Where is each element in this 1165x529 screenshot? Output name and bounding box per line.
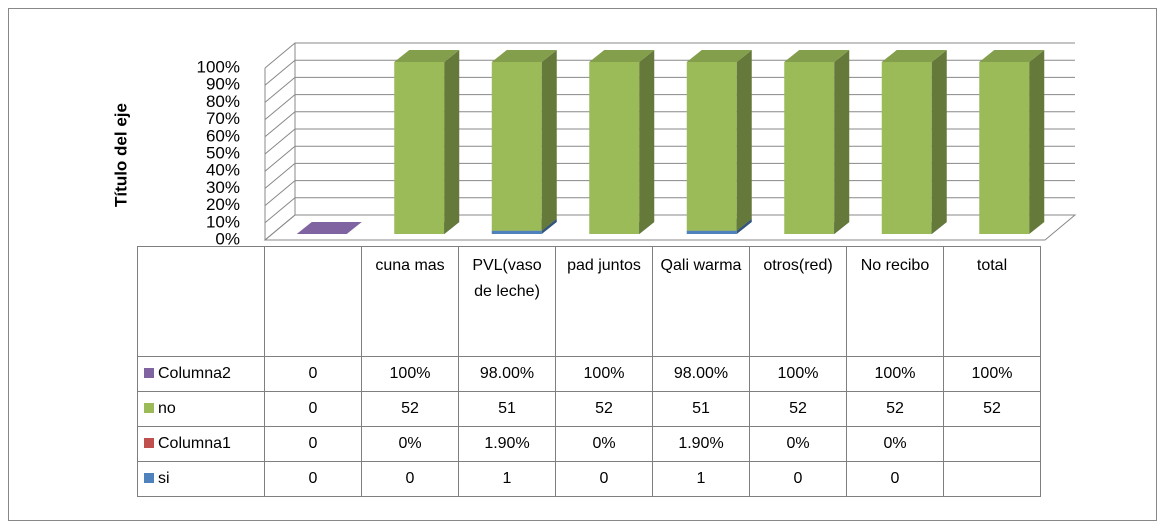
bar xyxy=(491,230,542,234)
table-cell: 1.90% xyxy=(458,426,556,462)
data-table: cuna mas PVL(vaso de leche) pad juntos Qali… xyxy=(137,246,1041,497)
bar-side xyxy=(834,50,850,234)
legend-cell: si xyxy=(137,461,265,497)
table-cell: 98.00% xyxy=(652,356,750,392)
bar-top xyxy=(589,50,655,62)
table-cell: 0% xyxy=(846,426,944,462)
bar xyxy=(881,62,932,234)
table-cell: 0% xyxy=(555,426,653,462)
y-axis-title: Título del eje xyxy=(111,103,130,207)
table-row: si 0 0 1 0 1 0 0 xyxy=(137,461,1041,497)
table-row: Columna2 0 100% 98.00% 100% 98.00% 100% 100% 100… xyxy=(137,356,1041,392)
bar-side xyxy=(541,218,557,234)
table-cell: 0 xyxy=(361,461,459,497)
table-row: Columna1 0 0% 1.90% 0% 1.90% 0% 0% xyxy=(137,426,1041,462)
table-cell: 0 xyxy=(749,461,847,497)
bar-side xyxy=(1029,50,1045,234)
table-header-row: cuna mas PVL(vaso de leche) pad juntos Qali… xyxy=(137,246,1041,357)
table-cell: 98.00% xyxy=(458,356,556,392)
table-cell: 0% xyxy=(361,426,459,462)
category-label: otros(red) xyxy=(749,246,847,357)
table-cell: 52 xyxy=(361,391,459,427)
bar-top xyxy=(491,50,557,62)
table-cell: 52 xyxy=(749,391,847,427)
bar-side xyxy=(541,50,557,231)
table-cell: 1 xyxy=(652,461,750,497)
legend-cell: no xyxy=(137,391,265,427)
y-tick-label: 0% xyxy=(215,229,240,248)
table-cell: 52 xyxy=(555,391,653,427)
bar xyxy=(686,230,737,234)
bar-top xyxy=(881,50,947,62)
category-label xyxy=(264,246,362,357)
bar xyxy=(784,62,835,234)
y-tick-label: 80% xyxy=(206,92,240,111)
legend-key xyxy=(144,368,154,378)
table-cell: 0 xyxy=(264,391,362,427)
table-cell: 0% xyxy=(749,426,847,462)
legend-label: Columna2 xyxy=(158,365,231,382)
table-cell xyxy=(943,426,1041,462)
bar-top xyxy=(686,50,752,62)
y-tick-label: 90% xyxy=(206,75,240,94)
bar-side xyxy=(736,218,752,234)
table-cell: 0 xyxy=(264,426,362,462)
table-cell: 1.90% xyxy=(652,426,750,462)
bar xyxy=(394,62,445,234)
legend-key xyxy=(144,403,154,413)
bar-side xyxy=(931,50,947,234)
category-label: total xyxy=(943,246,1041,357)
category-label: PVL(vaso de leche) xyxy=(458,246,556,357)
bar xyxy=(491,62,542,231)
bar xyxy=(979,62,1030,234)
legend-key xyxy=(144,473,154,483)
bar-side xyxy=(736,50,752,231)
legend-label: si xyxy=(158,470,170,487)
table-cell: 1 xyxy=(458,461,556,497)
y-tick-label: 50% xyxy=(206,143,240,162)
table-cell: 100% xyxy=(361,356,459,392)
bar-side xyxy=(444,50,460,234)
table-cell: 0 xyxy=(264,461,362,497)
y-tick-label: 70% xyxy=(206,109,240,128)
table-cell xyxy=(943,461,1041,497)
y-tick-label: 30% xyxy=(206,178,240,197)
table-cell: 100% xyxy=(555,356,653,392)
table-cell: 100% xyxy=(846,356,944,392)
legend-key xyxy=(144,438,154,448)
y-tick-label: 40% xyxy=(206,161,240,180)
legend-label: no xyxy=(158,400,176,417)
table-cell: 0 xyxy=(555,461,653,497)
bar xyxy=(589,62,640,234)
category-label: cuna mas xyxy=(361,246,459,357)
category-label: pad juntos xyxy=(555,246,653,357)
legend-cell: Columna1 xyxy=(137,426,265,462)
bar xyxy=(686,62,737,231)
table-cell: 52 xyxy=(943,391,1041,427)
bar-top xyxy=(394,50,460,62)
table-corner xyxy=(137,246,265,357)
category-label: No recibo xyxy=(846,246,944,357)
table-cell: 52 xyxy=(846,391,944,427)
legend-cell: Columna2 xyxy=(137,356,265,392)
y-tick-label: 100% xyxy=(197,57,240,76)
table-cell: 100% xyxy=(943,356,1041,392)
table-cell: 51 xyxy=(652,391,750,427)
y-tick-label: 10% xyxy=(206,212,240,231)
table-cell: 51 xyxy=(458,391,556,427)
table-row: no 0 52 51 52 51 52 52 52 xyxy=(137,391,1041,427)
bar-top xyxy=(979,50,1045,62)
legend-label: Columna1 xyxy=(158,435,231,452)
bar xyxy=(296,222,362,234)
bar-top xyxy=(784,50,850,62)
table-cell: 0 xyxy=(846,461,944,497)
bar-side xyxy=(639,50,655,234)
y-tick-label: 60% xyxy=(206,126,240,145)
y-tick-label: 20% xyxy=(206,195,240,214)
category-label: Qali warma xyxy=(652,246,750,357)
table-cell: 100% xyxy=(749,356,847,392)
table-cell: 0 xyxy=(264,356,362,392)
